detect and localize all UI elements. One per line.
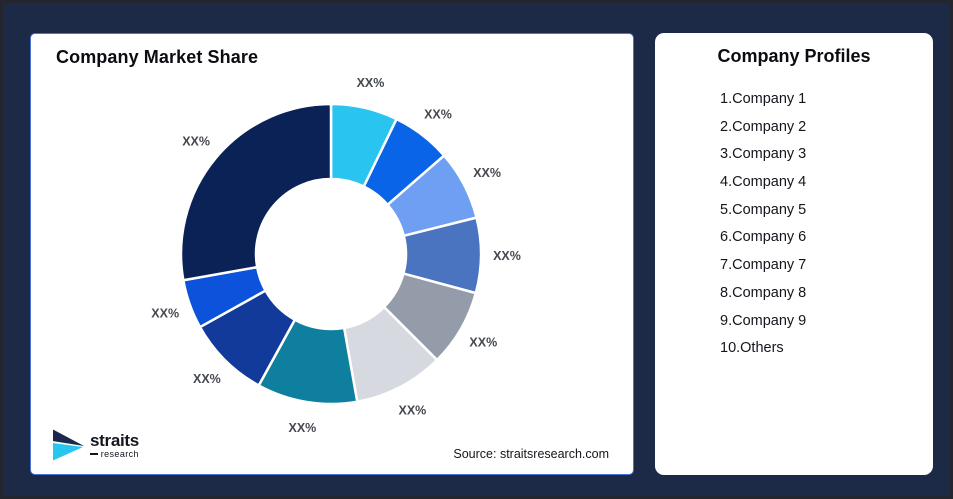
segment-label: XX% — [469, 336, 497, 350]
segment-label: XX% — [193, 372, 221, 386]
market-share-panel: XX% XX% XX% XX% XX% XX% XX% XX% XX% XX% Company M… — [30, 33, 634, 475]
segment-label: XX% — [424, 108, 452, 122]
list-item: 4.Company 4 — [720, 174, 807, 191]
list-item: 5.Company 5 — [720, 201, 807, 218]
straits-logo-icon — [53, 429, 85, 461]
source-note: Source: straitsresearch.com — [453, 447, 609, 461]
list-item: 7.Company 7 — [720, 257, 807, 274]
segment-label: XX% — [357, 76, 385, 90]
market-share-donut: XX% XX% XX% XX% XX% XX% XX% XX% XX% XX% — [151, 76, 521, 435]
company-list: 1.Company 1 2.Company 2 3.Company 3 4.Compa… — [655, 86, 933, 363]
logo-text: straits research — [90, 432, 139, 459]
list-item: 6.Company 6 — [720, 229, 807, 246]
list-item: 3.Company 3 — [720, 146, 807, 163]
segment-label: XX% — [289, 421, 317, 435]
list-item: 9.Company 9 — [720, 312, 807, 329]
logo-divider — [90, 453, 98, 455]
profiles-title: Company Profiles — [717, 46, 871, 66]
logo-subtitle: research — [100, 448, 139, 459]
company-profiles-panel: Company Profiles 1.Company 1 2.Company 2 3… — [655, 33, 933, 475]
segment-label: XX% — [182, 134, 210, 148]
segment-label: XX% — [399, 403, 427, 417]
logo-sub-row: research — [90, 448, 139, 459]
list-item: 2.Company 2 — [720, 118, 807, 135]
logo-name: straits — [90, 430, 139, 450]
straits-research-logo: straits research — [53, 429, 139, 461]
list-item: 1.Company 1 — [720, 91, 807, 107]
donut-segment-10[interactable] — [179, 102, 333, 282]
segment-label: XX% — [473, 166, 501, 180]
list-item: 8.Company 8 — [720, 284, 807, 301]
chart-title: Company Market Share — [56, 47, 259, 67]
segment-label: XX% — [151, 306, 179, 320]
segment-label: XX% — [493, 249, 521, 263]
list-item: 10.Others — [720, 340, 784, 357]
